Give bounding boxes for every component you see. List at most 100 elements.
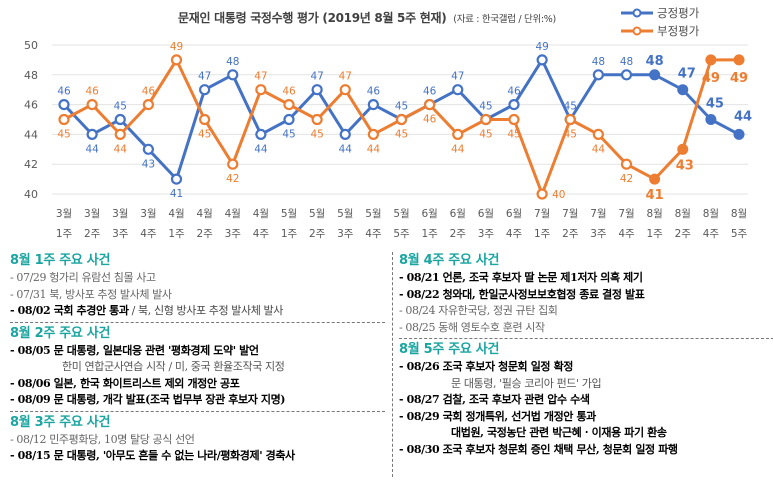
series-points [58, 54, 745, 200]
data-point [199, 84, 211, 96]
data-label: 44 [592, 143, 606, 155]
event-item: - 08/05 문 대통령, 일본대응 관련 '평화경제 도약' 발언 [10, 343, 259, 357]
data-point [142, 143, 154, 155]
event-item: - 08/27 검찰, 조국 후보자 관련 압수 수색 [399, 393, 590, 406]
data-point [86, 128, 98, 140]
data-label: 43 [142, 158, 155, 170]
x-tick-label-week: 3주 [590, 228, 607, 240]
x-tick-label-month: 8월 [731, 208, 747, 220]
x-tick-label-week: 3주 [337, 228, 354, 240]
x-tick-label-month: 6월 [478, 208, 494, 220]
data-label: 47 [339, 71, 352, 83]
data-point [649, 173, 661, 185]
data-point [86, 98, 98, 111]
event-item: - 08/30 조국 후보자 청문회 증인 채택 무산, 청문회 일정 파행 [399, 442, 678, 456]
data-label: 46 [507, 86, 521, 98]
legend-item-positive: 긍정평가 [620, 4, 699, 22]
events-column-right: 8월 4주 주요 사건 - 08/21 언론, 조국 후보자 딸 논문 제1저자 … [392, 252, 773, 477]
x-tick-label-month: 5월 [365, 208, 381, 220]
event-item: - 08/06 일본, 한국 화이트리스트 제외 개정안 공포 [10, 376, 240, 390]
data-label: 49 [535, 41, 548, 53]
data-label: 48 [646, 54, 664, 69]
x-tick-label-month: 3월 [112, 208, 128, 220]
data-label: 47 [451, 71, 464, 83]
x-tick-label-week: 1주 [168, 228, 185, 240]
x-tick-label-month: 6월 [450, 208, 466, 220]
x-tick-label-month: 8월 [703, 208, 719, 220]
data-label: 48 [592, 56, 605, 68]
event-item: - 08/15 문 대통령, '아무도 흔들 수 없는 나라/평화경제' 경축사 [10, 449, 295, 462]
legend-negative-marker-icon [621, 26, 653, 36]
x-tick-label-month: 5월 [337, 208, 353, 220]
event-item: 한미 연합군사연습 시작 / 미, 중국 환율조작국 지정 [62, 360, 285, 373]
event-item: - 08/24 자유한국당, 정권 규탄 집회 [399, 304, 558, 317]
x-tick-label-week: 4주 [365, 228, 382, 240]
data-point [620, 158, 633, 170]
data-point [227, 158, 239, 170]
x-tick-label-month: 8월 [646, 208, 662, 220]
legend-label-negative: 부정평가 [657, 24, 700, 38]
data-point [283, 113, 295, 126]
x-tick-label-week: 2주 [562, 228, 579, 240]
x-tick-label-week: 2주 [84, 228, 101, 240]
x-tick-label-week: 1주 [421, 228, 438, 240]
event-section: 8월 5주 주요 사건 - 08/26 조국 후보자 청문회 일정 확정 문 대통령… [399, 341, 773, 460]
data-point [508, 98, 520, 111]
data-label: 49 [730, 71, 748, 86]
data-label: 46 [282, 86, 296, 98]
data-label: 42 [226, 173, 239, 185]
data-point [283, 98, 295, 111]
y-tick-label: 50 [24, 39, 38, 52]
data-point [170, 173, 183, 185]
data-point [508, 113, 520, 126]
data-label: 46 [57, 86, 71, 98]
x-tick-label-week: 2주 [309, 228, 326, 240]
data-label: 47 [254, 71, 267, 83]
data-point [367, 98, 379, 111]
event-section-title: 8월 5주 주요 사건 [399, 342, 500, 357]
data-label: 45 [507, 129, 520, 141]
data-label: 41 [170, 188, 183, 200]
event-section: 8월 2주 주요 사건 - 08/05 문 대통령, 일본대응 관련 '평화경제 … [10, 325, 385, 412]
data-label: 43 [676, 158, 694, 173]
x-tick-label-month: 3월 [140, 208, 156, 220]
data-label: 45 [310, 129, 323, 141]
event-item: - 07/31 북, 방사포 추정 발사체 발사 [10, 287, 172, 301]
x-tick-label-month: 7월 [590, 208, 606, 220]
chart-legend: 긍정평가 부정평가 [620, 4, 699, 40]
data-label: 46 [423, 114, 437, 126]
y-tick-label: 42 [24, 158, 38, 171]
legend-label-positive: 긍정평가 [657, 6, 700, 20]
x-tick-label-week: 1주 [534, 228, 551, 240]
legend-positive-marker-icon [621, 8, 653, 18]
data-label: 45 [479, 101, 492, 113]
data-label: 45 [564, 129, 577, 141]
data-label: 46 [423, 86, 437, 98]
event-item: 문 대통령, '필승 코리아 펀드' 가입 [451, 376, 602, 390]
x-tick-label-week: 5주 [731, 228, 748, 240]
x-tick-label-week: 2주 [675, 228, 692, 240]
x-tick-label-month: 7월 [534, 208, 550, 220]
x-tick-label-week: 5주 [393, 228, 410, 240]
data-label: 45 [395, 129, 408, 141]
event-item: - 08/22 청와대, 한일군사정보보호협정 종료 결정 발표 [399, 287, 645, 301]
x-tick-label-month: 3월 [84, 208, 100, 220]
event-section: 8월 1주 주요 사건 - 07/29 헝가리 유람선 침몰 사고 - 07/31 … [10, 252, 385, 323]
data-label: 42 [620, 173, 633, 185]
data-point [620, 69, 633, 81]
event-item: - 07/29 헝가리 유람선 침몰 사고 [10, 271, 156, 284]
data-label: 44 [367, 143, 381, 155]
event-section-title: 8월 3주 주요 사건 [10, 414, 111, 430]
x-tick-label-week: 4주 [506, 228, 523, 240]
data-point [339, 84, 351, 96]
x-tick-label-month: 4월 [225, 208, 241, 220]
event-section-title: 8월 1주 주요 사건 [10, 253, 111, 268]
x-tick-label-week: 3주 [225, 228, 242, 240]
legend-item-negative: 부정평가 [620, 22, 699, 40]
data-point [311, 84, 323, 96]
data-label: 45 [282, 129, 295, 141]
data-label: 45 [395, 101, 408, 113]
data-label: 46 [367, 86, 381, 98]
event-section: 8월 3주 주요 사건 - 08/12 민주평화당, 10명 탈당 공식 선언 - … [10, 414, 385, 467]
